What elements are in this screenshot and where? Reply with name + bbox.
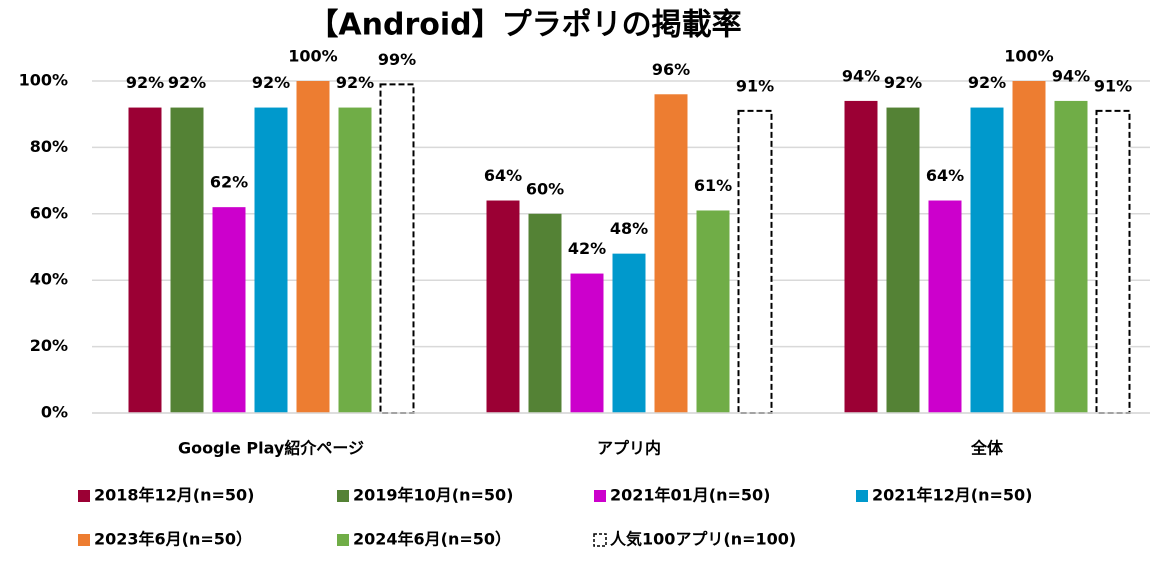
data-label: 96%: [652, 60, 690, 79]
y-tick-label: 60%: [30, 203, 68, 222]
x-tick-label: アプリ内: [597, 439, 661, 458]
bar: [1095, 109, 1131, 414]
legend-label: 2018年12月(n=50): [94, 486, 255, 505]
bar: [528, 213, 562, 413]
legend-label: 2024年6月(n=50）: [353, 530, 511, 549]
bar: [338, 107, 372, 413]
bar: [886, 107, 920, 413]
data-label: 91%: [736, 76, 774, 95]
legend-swatch: [593, 533, 607, 547]
data-label: 94%: [842, 66, 880, 85]
bar: [844, 100, 878, 414]
data-label: 62%: [210, 173, 248, 192]
bar: [696, 210, 730, 413]
bar: [928, 200, 962, 413]
legend-label: 2023年6月(n=50）: [94, 530, 252, 549]
data-label: 92%: [168, 73, 206, 92]
legend-label: 人気100アプリ(n=100): [610, 530, 796, 549]
legend-label: 2019年10月(n=50): [353, 486, 514, 505]
legend-swatch: [594, 490, 606, 502]
data-label: 92%: [252, 73, 290, 92]
data-label: 92%: [968, 73, 1006, 92]
legend-swatch: [337, 534, 349, 546]
legend-label: 2021年01月(n=50): [610, 486, 771, 505]
data-label: 92%: [884, 73, 922, 92]
bar: [254, 107, 288, 413]
data-label: 100%: [288, 47, 337, 66]
legend-swatch: [78, 534, 90, 546]
y-tick-label: 20%: [30, 336, 68, 355]
bar: [1012, 81, 1046, 413]
data-label: 100%: [1004, 47, 1053, 66]
legend-label: 2021年12月(n=50): [872, 486, 1033, 505]
bar: [737, 109, 773, 414]
data-label: 61%: [694, 176, 732, 195]
bar: [970, 107, 1004, 413]
legend-swatch: [78, 490, 90, 502]
bar: [486, 200, 520, 413]
data-label: 91%: [1094, 76, 1132, 95]
y-tick-label: 80%: [30, 137, 68, 156]
y-tick-label: 40%: [30, 270, 68, 289]
data-label: 64%: [926, 166, 964, 185]
bar: [612, 253, 646, 413]
x-tick-label: 全体: [970, 439, 1004, 458]
legend-swatch: [856, 490, 868, 502]
data-label: 64%: [484, 166, 522, 185]
data-label: 94%: [1052, 66, 1090, 85]
legend-swatch: [337, 490, 349, 502]
chart-title: 【Android】プラポリの掲載率: [308, 8, 741, 43]
bar: [1054, 100, 1088, 414]
data-label: 48%: [610, 219, 648, 238]
data-label: 92%: [126, 73, 164, 92]
y-tick-label: 0%: [41, 403, 68, 422]
data-label: 60%: [526, 179, 564, 198]
x-tick-label: Google Play紹介ページ: [178, 439, 364, 458]
bar: [212, 207, 246, 413]
bar: [379, 83, 415, 414]
bar: [128, 107, 162, 413]
data-label: 42%: [568, 239, 606, 258]
y-tick-label: 100%: [19, 71, 68, 90]
bar: [296, 81, 330, 413]
bar: [570, 273, 604, 413]
data-label: 99%: [378, 50, 416, 69]
bar: [170, 107, 204, 413]
data-label: 92%: [336, 73, 374, 92]
bar: [654, 94, 688, 413]
